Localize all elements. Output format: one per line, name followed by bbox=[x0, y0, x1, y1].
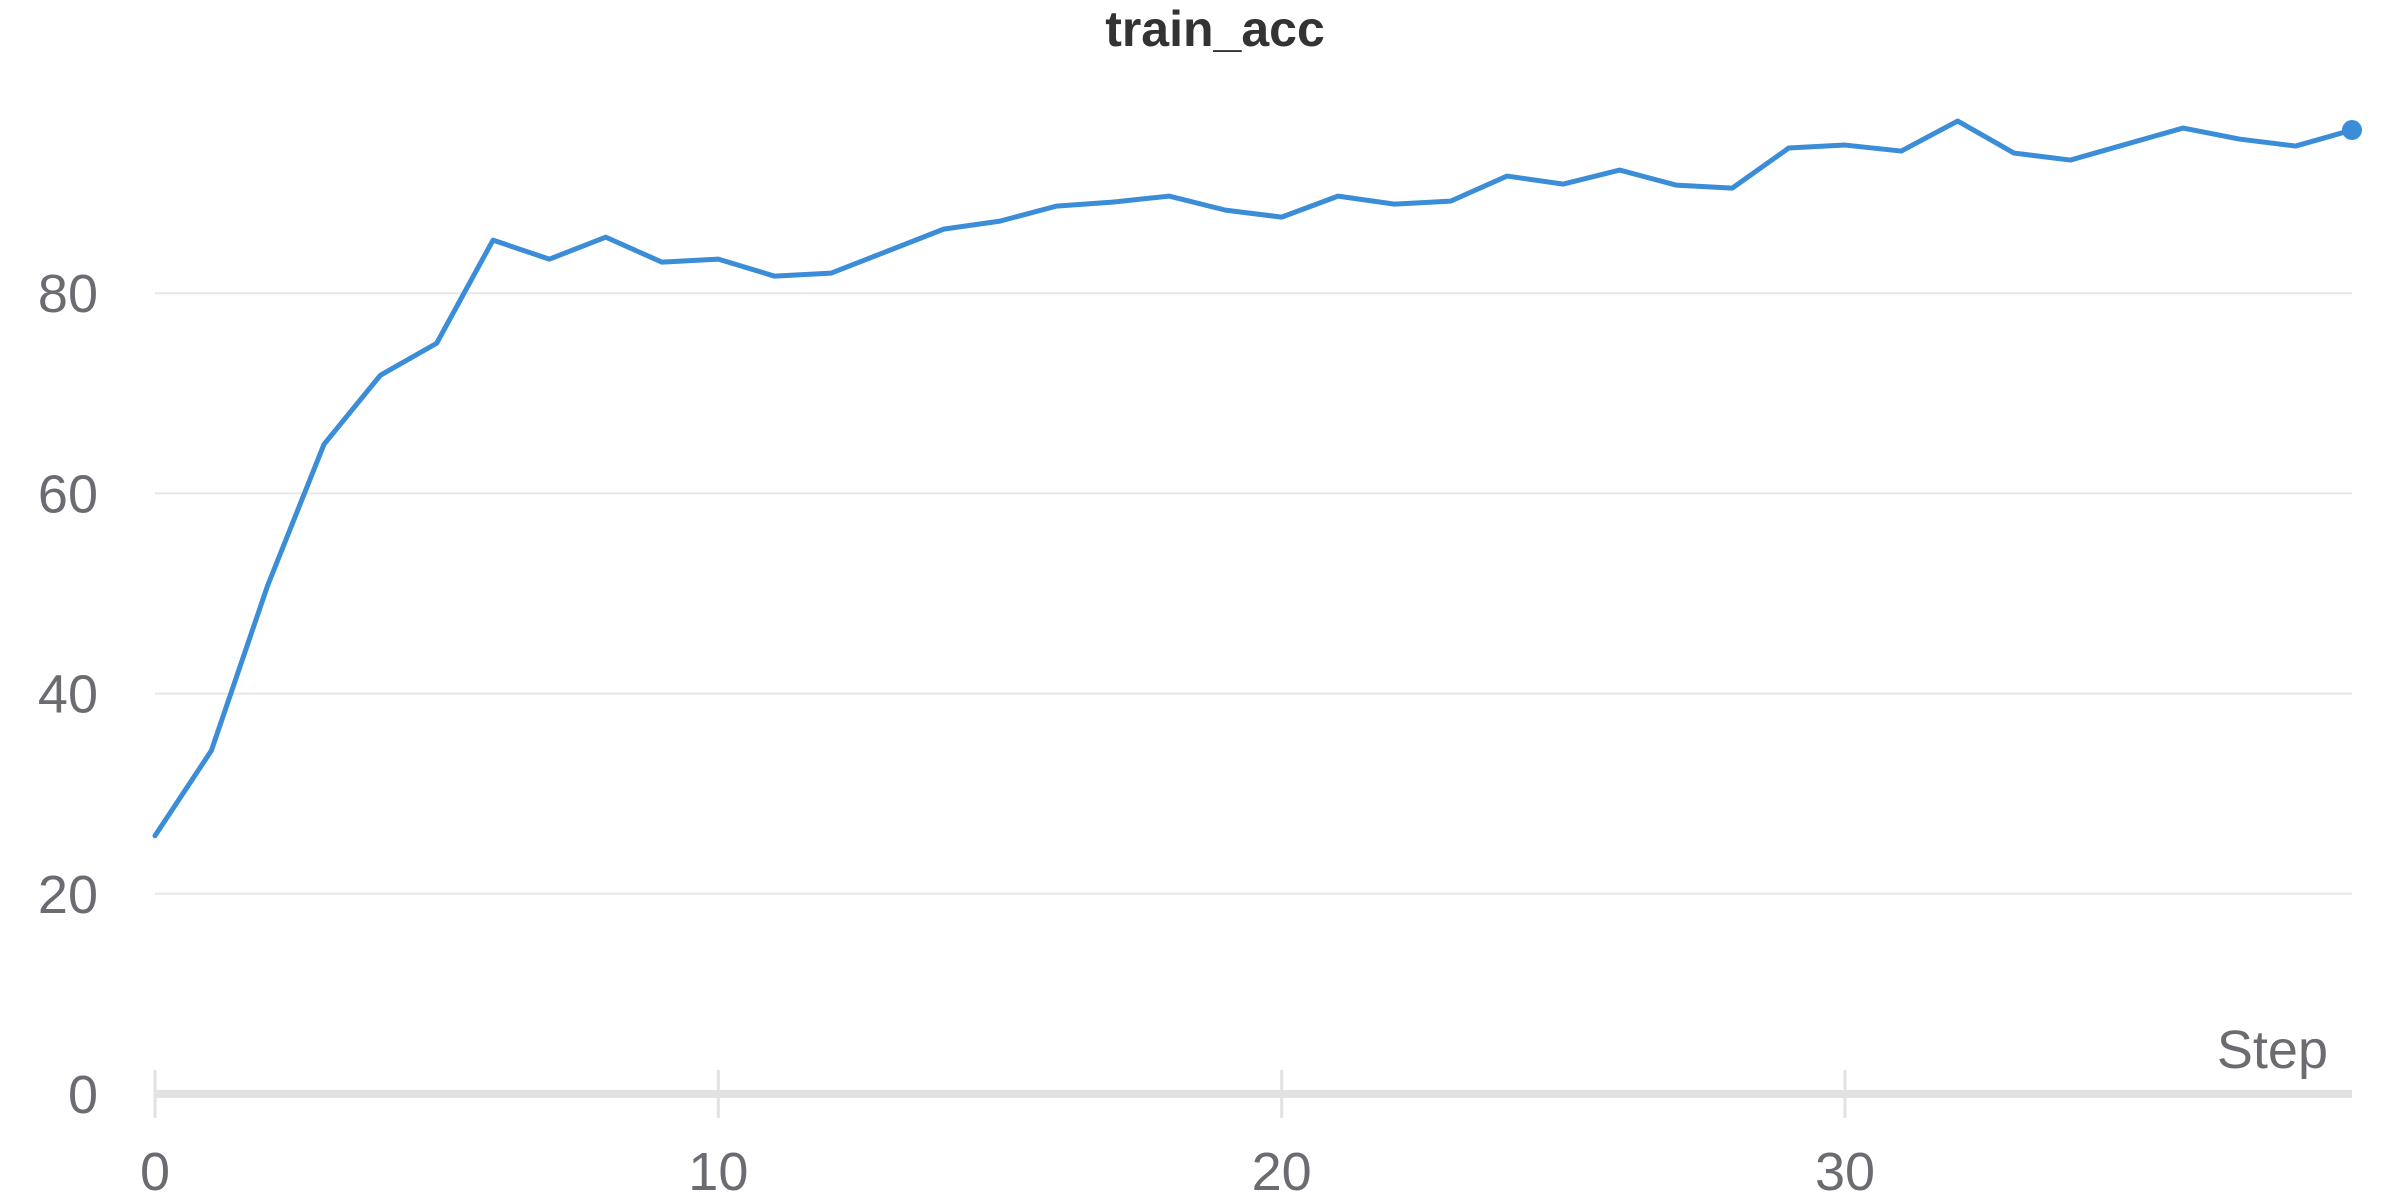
y-tick-label: 80 bbox=[38, 264, 98, 324]
x-tick-label: 30 bbox=[1815, 1142, 1875, 1200]
y-tick-label: 0 bbox=[68, 1065, 98, 1125]
y-tick-label: 20 bbox=[38, 865, 98, 925]
y-tick-label: 60 bbox=[38, 464, 98, 524]
chart-title: train_acc bbox=[1105, 1, 1325, 57]
x-tick-label: 10 bbox=[688, 1142, 748, 1200]
series-line bbox=[152, 118, 2355, 839]
y-axis: 0 20 40 60 80 bbox=[38, 264, 98, 1125]
x-axis-title: Step bbox=[2217, 1020, 2328, 1080]
x-axis: 0 10 20 30 bbox=[140, 1070, 2352, 1200]
grid-lines bbox=[155, 292, 2352, 895]
series-endpoint-marker bbox=[2342, 120, 2362, 141]
x-tick-label: 20 bbox=[1252, 1142, 1312, 1200]
y-tick-label: 40 bbox=[38, 665, 98, 725]
x-tick-label: 0 bbox=[140, 1142, 170, 1200]
series-layer bbox=[152, 118, 2362, 839]
